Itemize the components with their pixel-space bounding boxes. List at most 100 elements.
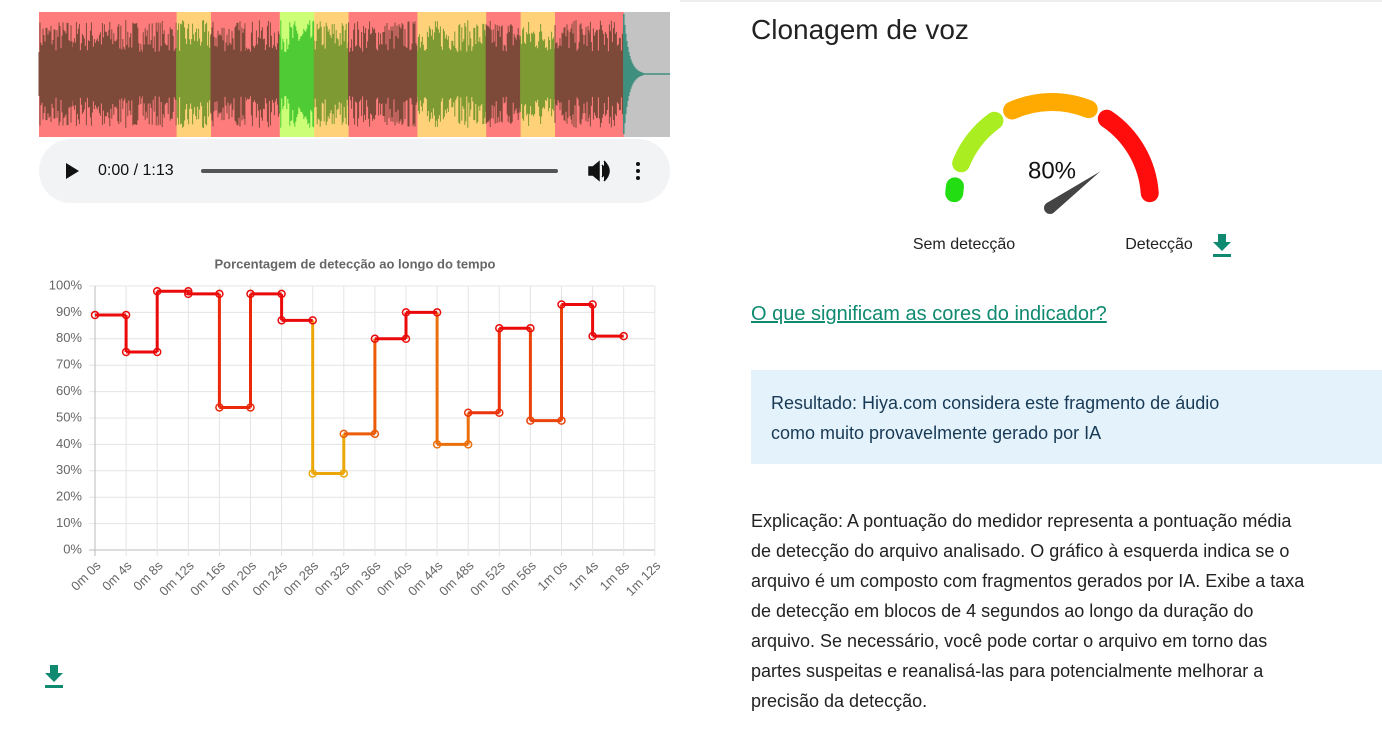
gauge-min-label: Sem detecção [913, 236, 1015, 253]
point [619, 331, 628, 341]
explanation: Explicação: A pontuação do medidor repre… [751, 506, 1382, 716]
point [557, 300, 566, 309]
result-box: Resultado: Hiya.com considera este fragm… [751, 370, 1382, 464]
download-gauge[interactable] [1213, 234, 1231, 257]
y-tick-label: 0% [63, 541, 82, 556]
point [370, 429, 380, 439]
wave-signal [313, 21, 349, 127]
wave-signal [72, 22, 108, 126]
download-chart[interactable] [45, 665, 63, 688]
point [246, 289, 255, 299]
explanation-line: de detecção do arquivo analisado. O gráf… [751, 541, 1290, 561]
point [463, 440, 473, 449]
volume-button[interactable] [588, 160, 610, 182]
point [495, 323, 504, 333]
y-tick-label: 70% [56, 357, 82, 372]
point [588, 331, 597, 341]
point [277, 316, 286, 325]
x-tick-label: 1m 4s [566, 558, 602, 594]
y-tick-label: 50% [56, 409, 82, 424]
explanation-line: de detecção em blocos de 4 segundos ao l… [751, 601, 1254, 621]
explanation-line: precisão da detecção. [751, 691, 928, 711]
x-tick-label: 0m 0s [68, 558, 104, 594]
y-tick-label: 40% [56, 436, 82, 451]
point [184, 289, 193, 299]
wave-signal [588, 20, 624, 128]
point [152, 287, 162, 296]
gauge-zone [1003, 93, 1098, 120]
wave-signal [279, 20, 315, 128]
page-title: Clonagem de voz [751, 14, 969, 45]
wave-signal [554, 20, 590, 128]
point [526, 416, 535, 425]
y-tick-label: 80% [56, 330, 82, 345]
point [401, 308, 411, 317]
point [339, 429, 349, 439]
wave-signal [348, 21, 384, 127]
gauge-zone [952, 111, 1004, 173]
point [432, 440, 442, 449]
point [215, 289, 224, 299]
wave-signal [176, 20, 212, 128]
point [215, 403, 224, 412]
y-tick-label: 60% [56, 383, 82, 398]
gauge-max-label: Detecção [1125, 236, 1193, 253]
point [277, 289, 286, 299]
point [588, 300, 597, 309]
wave-signal [210, 21, 246, 127]
gauge-value: 80% [1028, 157, 1076, 184]
wave-signal [451, 20, 487, 128]
wave-signal [416, 21, 452, 127]
point [246, 403, 255, 412]
wave-signal [141, 21, 177, 127]
gauge-needle [1044, 171, 1101, 214]
audio-time: 0:00 / 1:13 [98, 162, 174, 179]
explanation-line: partes suspeitas e reanalisá-las para po… [751, 661, 1264, 681]
wave-signal [244, 20, 280, 128]
point [152, 347, 162, 357]
y-tick-label: 90% [56, 304, 82, 319]
point [121, 310, 131, 320]
point [495, 408, 504, 417]
wave-signal [485, 20, 521, 128]
x-tick-label: 1m 12s [623, 558, 664, 599]
y-tick-label: 10% [56, 515, 82, 530]
gauge: 80% [945, 93, 1159, 214]
point [308, 316, 317, 325]
point [121, 347, 131, 357]
explanation-line: arquivo. Se necessário, você pode cortar… [751, 631, 1268, 651]
wave-signal [623, 14, 670, 134]
gauge-zone [945, 177, 964, 203]
waveform [38, 12, 670, 137]
point [339, 469, 349, 478]
point [432, 308, 442, 317]
point [308, 469, 317, 478]
wave-signal [382, 21, 418, 127]
gauge-zone [1097, 109, 1159, 203]
y-tick-label: 20% [56, 489, 82, 504]
y-tick-label: 100% [49, 277, 83, 292]
x-tick-label: 0m 56s [498, 558, 539, 599]
point [401, 334, 411, 344]
point [463, 408, 473, 417]
wave-signal [107, 20, 143, 128]
chart: 0%10%20%30%40%50%60%70%80%90%100%0m 0s0m… [49, 277, 664, 598]
result-line: como muito provavelmente gerado por IA [771, 423, 1102, 443]
result-line: Resultado: Hiya.com considera este fragm… [771, 393, 1220, 413]
x-tick-label: 1m 0s [534, 558, 570, 594]
menu-button[interactable] [636, 162, 640, 180]
point [557, 416, 566, 425]
wave-signal [520, 21, 556, 127]
explanation-line: Explicação: A pontuação do medidor repre… [751, 511, 1292, 531]
x-tick-label: 0m 4s [99, 558, 135, 594]
play-button[interactable] [66, 163, 79, 179]
point [90, 310, 100, 320]
progress-bar[interactable] [201, 169, 558, 173]
point [370, 334, 380, 344]
chart-title: Porcentagem de detecção ao longo do temp… [215, 256, 496, 271]
explanation-line: arquivo é um composto com fragmentos ger… [751, 571, 1305, 591]
y-tick-label: 30% [56, 462, 82, 477]
help-link[interactable]: O que significam as cores do indicador? [751, 303, 1107, 325]
